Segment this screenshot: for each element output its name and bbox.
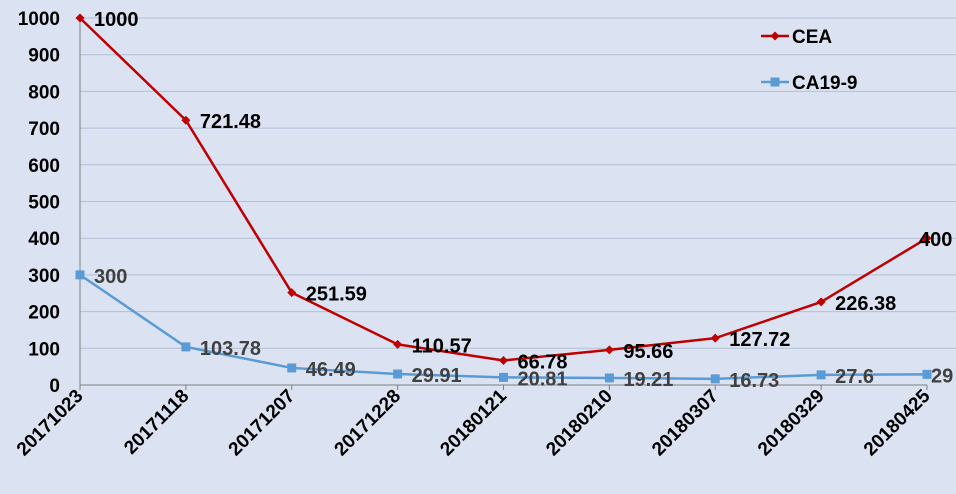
data-label: 19.21 — [623, 369, 673, 391]
data-label: 46.49 — [306, 359, 356, 381]
data-point-marker — [604, 345, 614, 355]
y-tick-label: 200 — [28, 303, 60, 324]
y-tick-label: 700 — [28, 119, 60, 140]
data-point-marker — [710, 333, 720, 343]
legend: CEA CA19-9 — [761, 27, 857, 94]
y-tick-label: 1000 — [18, 9, 60, 30]
data-labels: 1000 721.48 251.59 110.57 66.78 95.66 127.72 22… — [94, 9, 953, 392]
data-label: 226.38 — [835, 293, 896, 315]
gridlines — [80, 17, 956, 349]
data-label: 27.6 — [835, 366, 874, 388]
y-axis-ticks: 0 100 200 300 400 500 600 700 800 900 1000 — [18, 9, 60, 397]
data-point-marker — [499, 355, 508, 365]
data-point-marker — [75, 270, 85, 280]
data-label: 300 — [94, 266, 127, 288]
series-group — [75, 13, 932, 384]
legend-label: CA19-9 — [792, 73, 857, 94]
y-tick-label: 0 — [49, 376, 60, 397]
data-point-marker — [287, 288, 297, 298]
data-point-marker — [922, 369, 932, 379]
y-tick-label: 500 — [28, 193, 60, 214]
data-label: 29.91 — [412, 365, 462, 387]
y-tick-label: 600 — [28, 156, 60, 177]
data-point-marker — [287, 363, 297, 373]
data-label: 1000 — [94, 9, 139, 31]
data-point-marker — [816, 297, 826, 307]
y-tick-label: 300 — [28, 266, 60, 287]
data-label: 127.72 — [729, 329, 790, 351]
y-tick-label: 800 — [28, 82, 60, 103]
data-label: 95.66 — [623, 341, 673, 363]
data-label: 66.78 — [518, 351, 568, 373]
y-tick-label: 900 — [28, 46, 60, 67]
data-point-marker — [75, 13, 85, 23]
data-label: 29 — [931, 365, 953, 387]
data-label: 251.59 — [306, 284, 367, 306]
data-point-marker — [604, 373, 614, 383]
data-label: 103.78 — [200, 338, 261, 360]
data-point-marker — [393, 339, 403, 349]
data-point-marker — [710, 374, 720, 384]
data-label: 20.81 — [518, 368, 568, 390]
legend-label: CEA — [792, 27, 832, 48]
y-tick-label: 400 — [28, 229, 60, 250]
data-point-marker — [499, 372, 508, 382]
data-point-marker — [816, 370, 826, 380]
data-point-marker — [181, 115, 191, 125]
data-point-marker — [922, 233, 932, 243]
legend-marker — [770, 31, 780, 41]
data-label: 16.73 — [729, 370, 779, 392]
y-tick-label: 100 — [28, 339, 60, 360]
data-point-marker — [181, 342, 191, 352]
data-label: 110.57 — [412, 335, 472, 357]
data-label: 721.48 — [200, 111, 261, 133]
data-point-marker — [393, 369, 403, 379]
legend-marker — [770, 77, 780, 87]
data-label: 400 — [919, 229, 952, 251]
